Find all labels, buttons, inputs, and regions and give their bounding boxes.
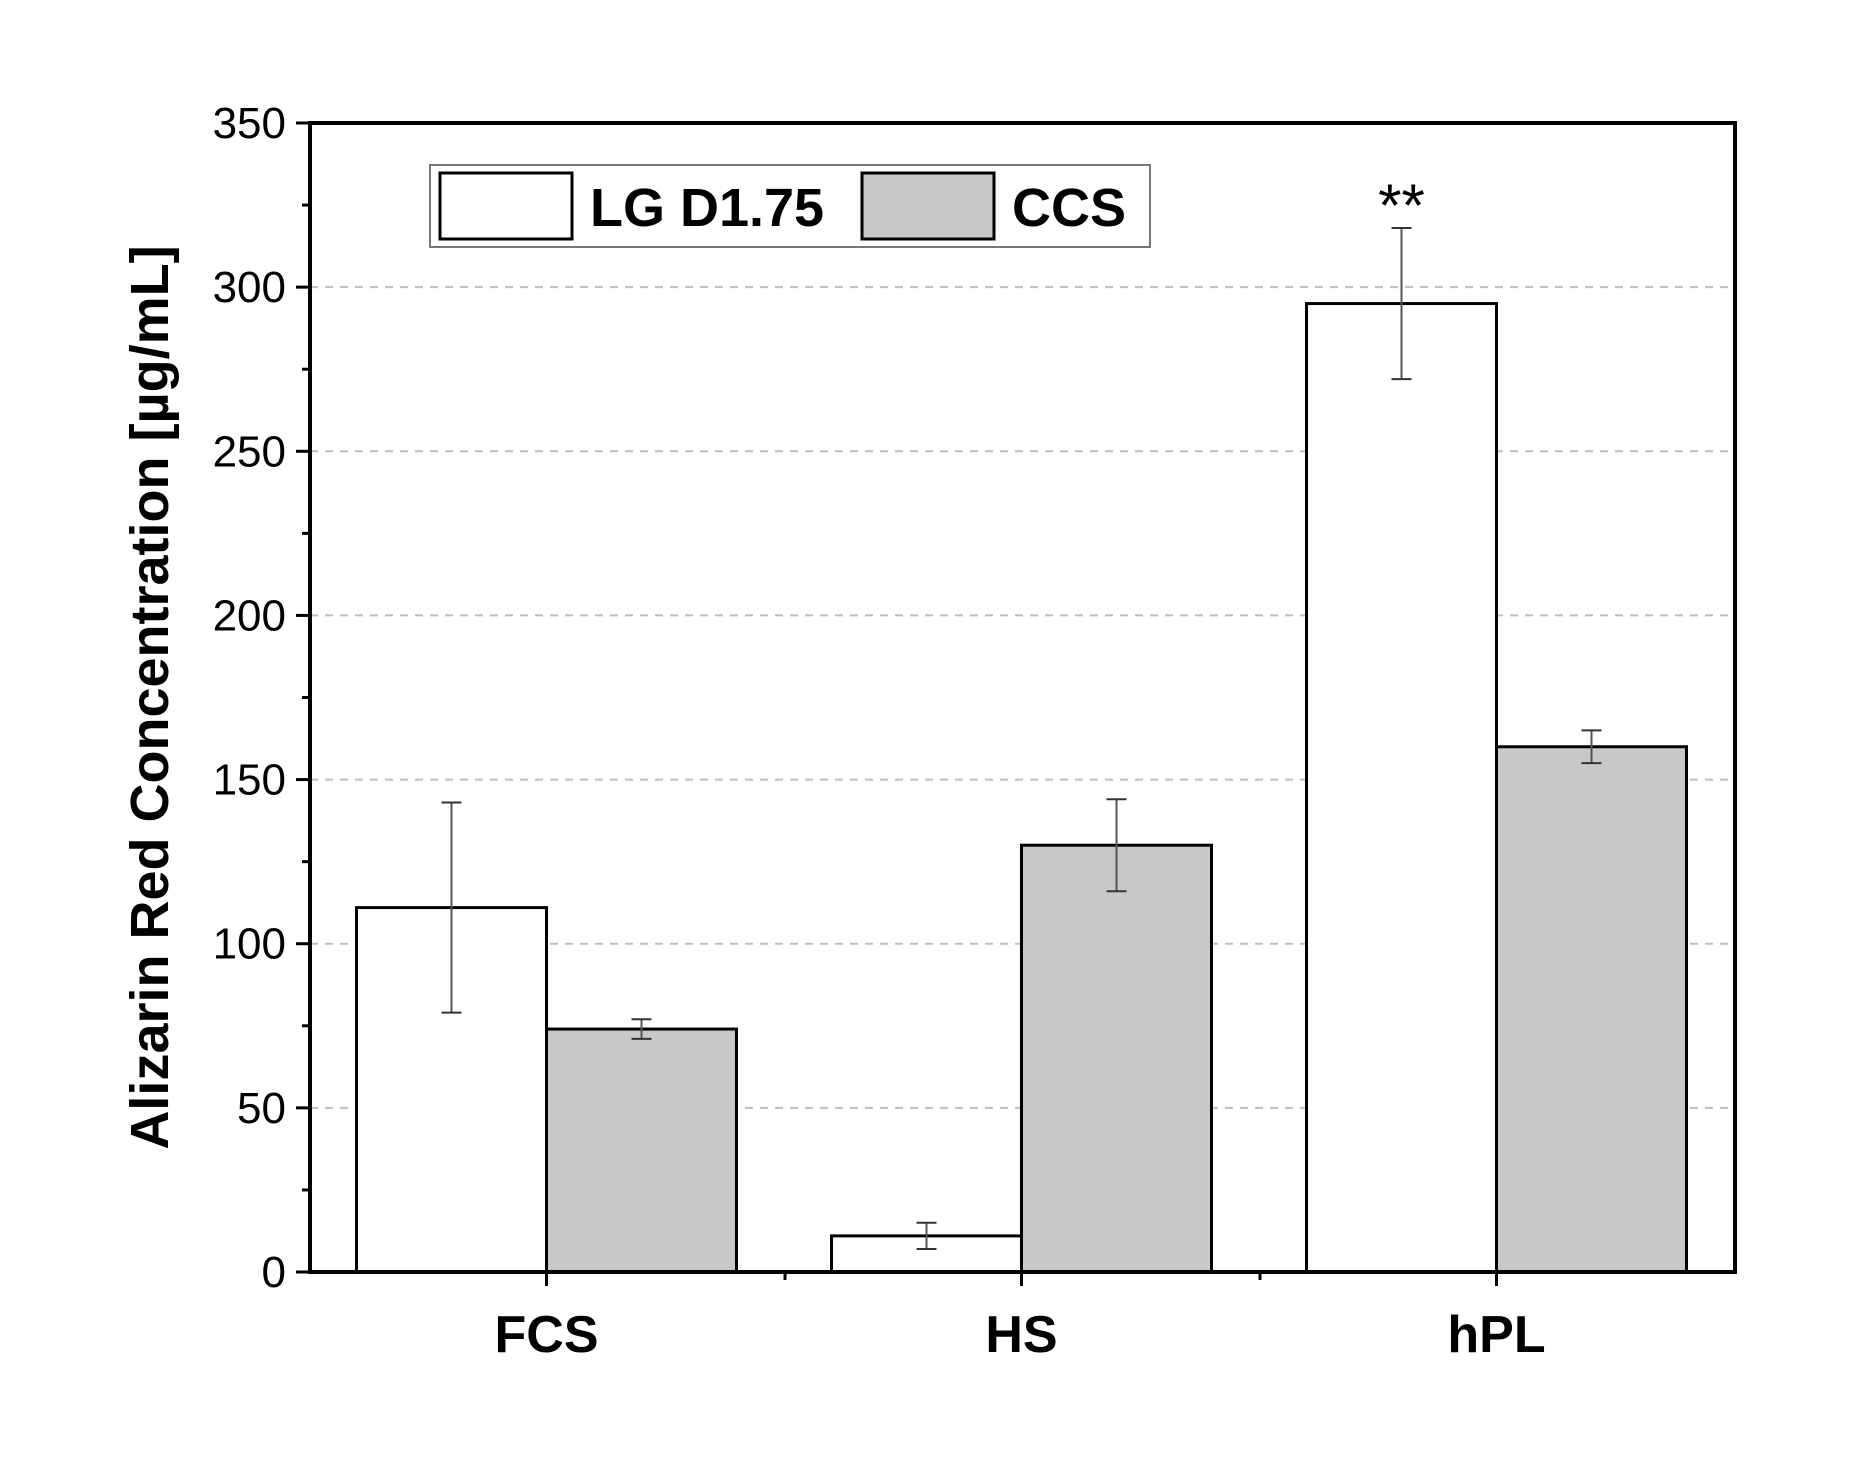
x-tick-label: FCS bbox=[495, 1306, 599, 1364]
bar-ccs-hs bbox=[1020, 843, 1213, 1274]
y-axis-title: Alizarin Red Concentration [µg/mL] bbox=[120, 245, 180, 1149]
y-tick-label: 350 bbox=[213, 99, 286, 148]
y-tick-label: 0 bbox=[262, 1248, 286, 1297]
y-tick-label: 250 bbox=[213, 427, 286, 476]
bar-ccs-hpl bbox=[1495, 745, 1688, 1274]
error-bars-group bbox=[441, 227, 1602, 1251]
y-tick-label: 300 bbox=[213, 263, 286, 312]
bar-lg-d1-75-hpl bbox=[1305, 302, 1498, 1274]
legend-label: LG D1.75 bbox=[590, 178, 824, 238]
bar-ccs-fcs bbox=[545, 1027, 738, 1274]
annotations-group: ** bbox=[1378, 172, 1425, 239]
y-axis: 0 50 100 150 200 250 300 350 bbox=[213, 99, 310, 1297]
y-tick-label: 100 bbox=[213, 920, 286, 969]
x-axis: FCS HS hPL bbox=[495, 1272, 1546, 1364]
legend: LG D1.75 CCS bbox=[429, 164, 1151, 248]
bars-group bbox=[355, 302, 1688, 1274]
legend-swatch-ccs bbox=[860, 171, 996, 241]
y-tick-label: 200 bbox=[213, 591, 286, 640]
x-tick-label: HS bbox=[985, 1306, 1057, 1364]
y-tick-label: 50 bbox=[237, 1084, 286, 1133]
x-tick-label: hPL bbox=[1447, 1306, 1545, 1364]
significance-marker: ** bbox=[1378, 172, 1425, 239]
y-tick-label: 150 bbox=[213, 756, 286, 805]
legend-label: CCS bbox=[1012, 178, 1126, 238]
legend-swatch-lg-d1-75 bbox=[438, 171, 574, 241]
